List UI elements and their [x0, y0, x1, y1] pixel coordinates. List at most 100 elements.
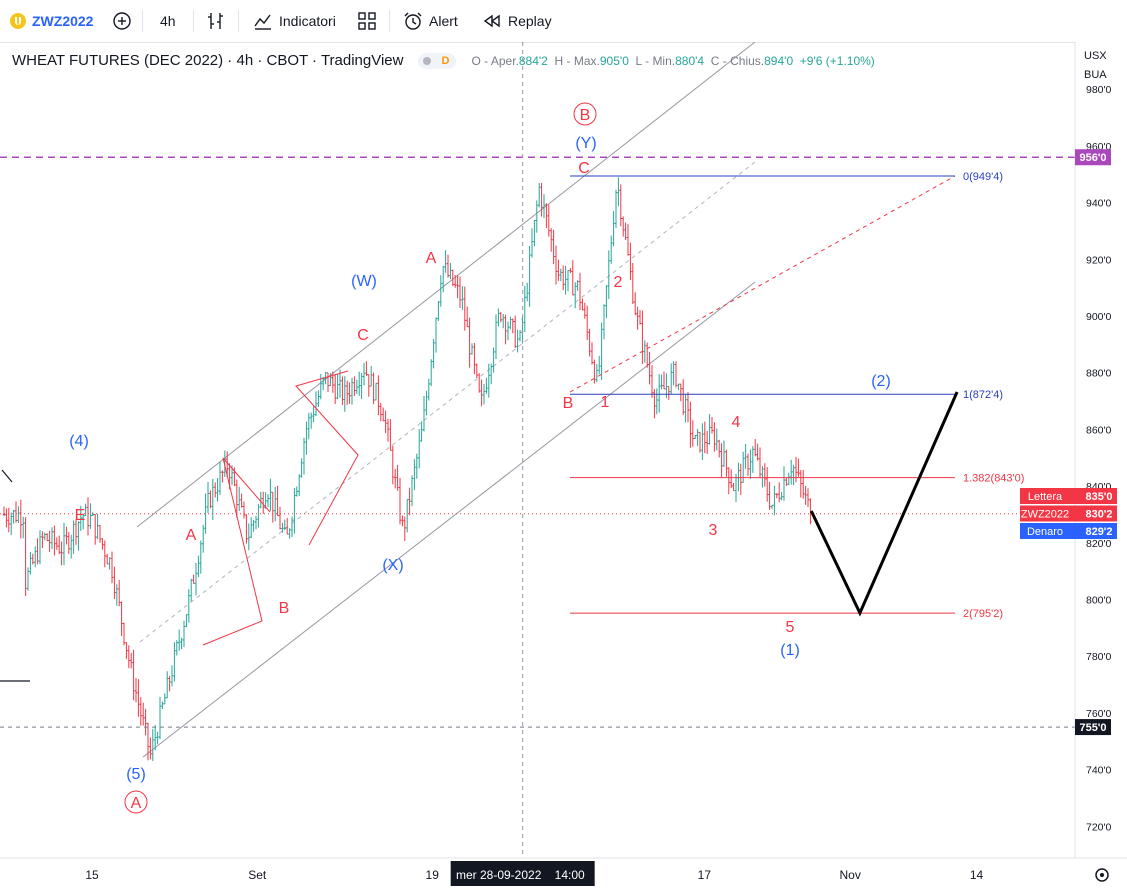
fib-level-label: 1.382(843'0) [963, 473, 1024, 485]
price-tick-label: 860'0 [1086, 424, 1112, 436]
wave-label: B [580, 107, 591, 124]
price-tag-name: Denaro [1027, 526, 1063, 538]
toolbar-divider [389, 10, 390, 32]
wave-label: A [426, 250, 437, 267]
wave-label-circle [124, 790, 148, 814]
plus-circle-icon [113, 12, 131, 30]
layouts-button[interactable] [357, 0, 377, 42]
price-tag-value: 835'0 [1085, 491, 1112, 503]
indicators-label: Indicatori [279, 13, 336, 29]
level-price-text: 755'0 [1079, 722, 1106, 734]
left-stub-line [1, 469, 13, 483]
time-tick-label: Nov [839, 868, 860, 882]
wave-label: B [279, 600, 290, 617]
time-tick-label: 14 [970, 868, 984, 882]
price-chart[interactable]: 0(949'4) 1(872'4) 1.382(843'0) 2(795'2) (4)… [0, 42, 1127, 891]
market-status-badge[interactable]: D [417, 52, 456, 69]
red-dashed-trendline [569, 175, 956, 393]
unit-selector[interactable]: BUA [1084, 69, 1107, 81]
alert-button[interactable]: Alert [403, 0, 458, 42]
high-value: 905'0 [599, 53, 629, 68]
change-value: +9'6 (+1.10%) [799, 53, 875, 68]
price-tag-name: ZWZ2022 [1021, 509, 1069, 521]
currency-selector[interactable]: USX [1084, 50, 1107, 62]
level-price-badge [1075, 719, 1111, 736]
gear-hub [1100, 873, 1104, 877]
fib-level-label: 2(795'2) [963, 608, 1003, 620]
wave-label: 5 [786, 619, 795, 636]
fib-level-label: 0(949'4) [963, 171, 1003, 183]
price-tick-label: 760'0 [1086, 708, 1112, 720]
triangle-drawing-1 [202, 457, 271, 646]
price-tick-label: 780'0 [1086, 651, 1112, 663]
symbol-search-button[interactable]: ZWZ2022 [10, 0, 93, 42]
settings-gear-icon[interactable] [1095, 868, 1109, 882]
price-axis-labels: 956'0 755'0 Lettera 835'0 ZWZ2022 830'2 Denaro… [1020, 149, 1117, 736]
rewind-icon [483, 14, 500, 28]
delayed-badge-label: D [441, 54, 450, 67]
wave-label: A [186, 527, 197, 544]
interval-button[interactable]: 4h [160, 0, 176, 42]
wave-label: E [75, 507, 86, 524]
level-price-text: 956'0 [1079, 152, 1106, 164]
price-tag-value: 830'2 [1085, 509, 1112, 521]
elliott-wave-labels: (4) E (5) A A B C (W) A (X) B (Y) C B 1 2 3 4 5 (1) (2) [69, 102, 891, 814]
time-tick-label: Set [248, 868, 267, 882]
channel-lower-line [142, 281, 756, 758]
price-tick-label: 740'0 [1086, 765, 1112, 777]
crosshair-hour-label: 14:00 [555, 868, 585, 882]
bar-style-button[interactable] [206, 0, 226, 42]
alert-label: Alert [429, 13, 458, 29]
wave-projection-path [809, 391, 959, 617]
trend-channel [136, 42, 956, 758]
wave-label-circle [573, 102, 597, 126]
candles-icon [208, 13, 223, 29]
interval-label: 4h [160, 13, 176, 29]
ohlc-values: O - Aper.884'2 H - Max.905'0 L - Min.880… [472, 54, 875, 68]
wave-label: 1 [601, 394, 610, 411]
toolbar-divider [238, 10, 239, 32]
crosshair-date-label: mer 28-09-2022 [456, 868, 542, 882]
wave-label: C [357, 327, 369, 344]
indicators-chart-icon [254, 14, 271, 30]
toolbar-divider [142, 10, 143, 32]
replay-label: Replay [508, 13, 552, 29]
wave-label: A [131, 795, 142, 812]
low-label: L - Min. [635, 53, 676, 68]
crosshair-time-badge [450, 861, 595, 886]
compare-add-button[interactable] [112, 0, 132, 42]
wave-label: (Y) [575, 135, 596, 152]
price-tick-label: 940'0 [1086, 198, 1112, 210]
wave-label: 4 [732, 414, 741, 431]
price-tag-name: Lettera [1028, 491, 1063, 503]
grid-layout-icon [358, 12, 376, 30]
wave-label: (X) [382, 557, 403, 574]
price-tick-label: 900'0 [1086, 311, 1112, 323]
wave-label: C [578, 160, 590, 177]
indicators-button[interactable]: Indicatori [253, 0, 336, 42]
channel-median-line [139, 161, 756, 643]
wave-label: (5) [126, 766, 146, 783]
wave-label: (2) [871, 373, 891, 390]
price-tick-label: 820'0 [1086, 538, 1112, 550]
open-value: 884'2 [518, 53, 548, 68]
price-tag-value: 829'2 [1085, 526, 1112, 538]
price-tick-label: 880'0 [1086, 368, 1112, 380]
level-price-badge [1075, 149, 1111, 166]
channel-upper-line [136, 42, 756, 528]
price-tick-label: 720'0 [1086, 821, 1112, 833]
price-tag-badge [1020, 505, 1117, 522]
price-tick-label: 800'0 [1086, 595, 1112, 607]
triangle-drawing-2 [295, 370, 359, 546]
fibonacci-extension: 0(949'4) 1(872'4) 1.382(843'0) 2(795'2) [570, 171, 1024, 620]
wave-label: B [563, 395, 574, 412]
close-value: 894'0 [764, 53, 794, 68]
open-label: O - Aper. [471, 53, 519, 68]
alarm-clock-icon [404, 12, 422, 30]
replay-button[interactable]: Replay [482, 0, 552, 42]
chart-legend: WHEAT FUTURES (DEC 2022) · 4h · CBOT · T… [12, 52, 875, 69]
wave-label: (1) [780, 642, 800, 659]
top-toolbar: ZWZ2022 4h Indicatori Alert Replay [0, 0, 1127, 43]
status-dot-icon [422, 56, 431, 65]
